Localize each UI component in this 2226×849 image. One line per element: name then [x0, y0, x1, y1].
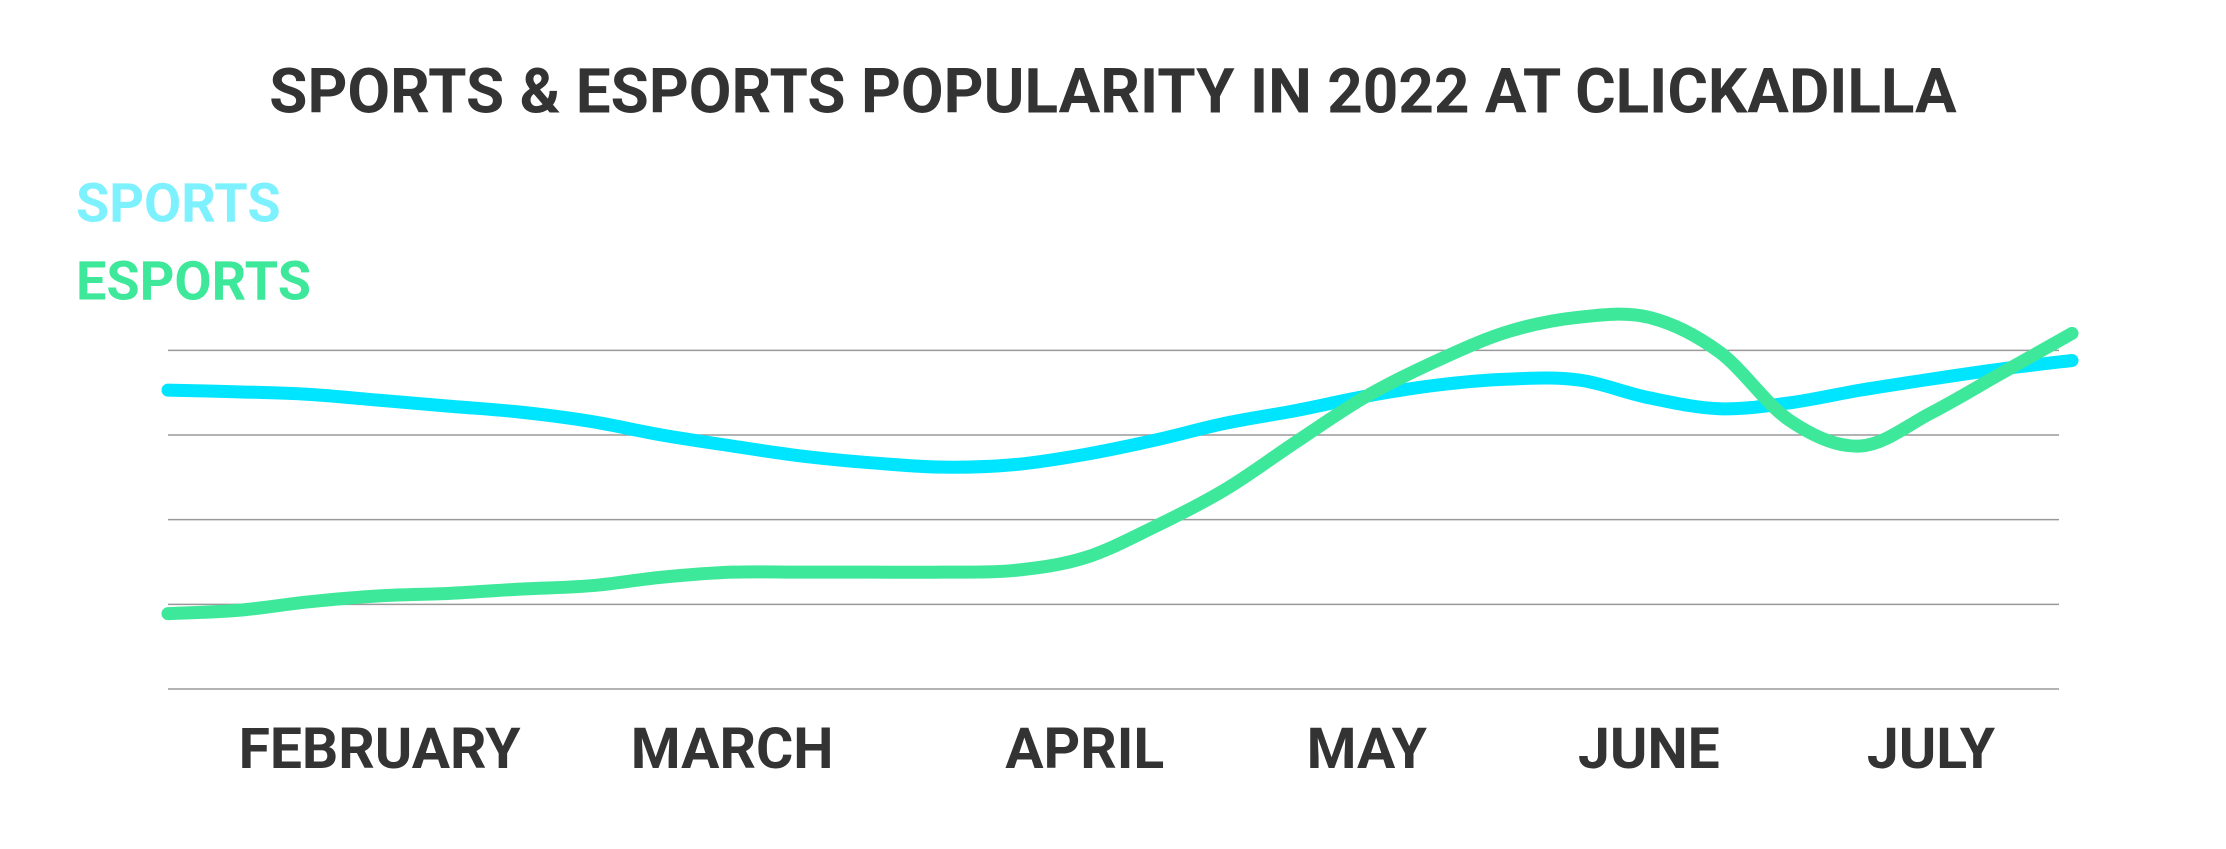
legend-label: ESPORTS — [76, 250, 311, 313]
x-tick-label: MAY — [1307, 715, 1428, 782]
x-tick-label: MARCH — [631, 715, 834, 782]
x-tick-label: JULY — [1867, 715, 1996, 782]
series-line — [161, 353, 2079, 474]
legend-label: SPORTS — [76, 172, 281, 235]
x-tick-label: APRIL — [1005, 715, 1164, 782]
chart-title: SPORTS & ESPORTS POPULARITY IN 2022 AT C… — [269, 55, 1957, 128]
x-tick-label: JUNE — [1578, 715, 1720, 782]
series-line — [161, 307, 2079, 621]
x-tick-label: FEBRUARY — [239, 715, 522, 782]
